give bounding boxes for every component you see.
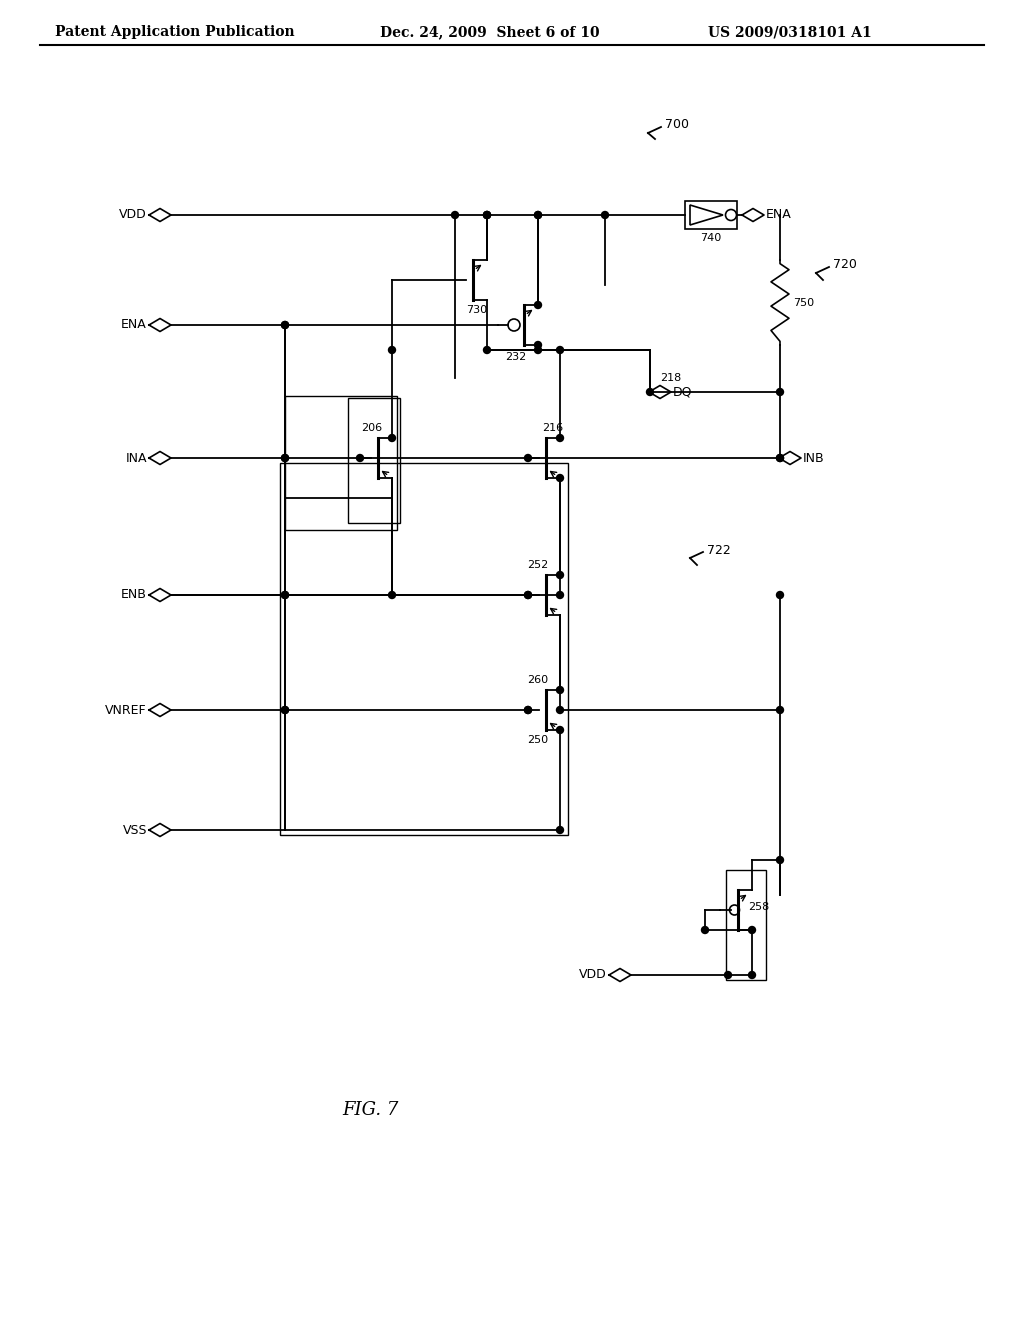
Circle shape (535, 346, 542, 354)
Bar (348, 399, 400, 523)
Circle shape (556, 474, 563, 482)
Circle shape (776, 857, 783, 863)
Circle shape (725, 972, 731, 978)
Text: 250: 250 (527, 735, 549, 744)
Bar (280, 463, 568, 836)
Circle shape (556, 726, 563, 734)
Bar (285, 396, 397, 531)
Bar (726, 870, 766, 979)
Circle shape (524, 706, 531, 714)
Text: 252: 252 (527, 560, 549, 570)
Text: 700: 700 (665, 119, 689, 132)
Circle shape (701, 927, 709, 933)
Text: ENA: ENA (121, 318, 147, 331)
Circle shape (776, 454, 783, 462)
Text: 722: 722 (707, 544, 731, 557)
Text: VSS: VSS (123, 824, 147, 837)
Circle shape (776, 454, 783, 462)
Circle shape (388, 434, 395, 441)
Circle shape (776, 591, 783, 598)
Circle shape (483, 346, 490, 354)
Circle shape (483, 211, 490, 219)
Text: ENB: ENB (121, 589, 147, 602)
Text: Patent Application Publication: Patent Application Publication (55, 25, 295, 40)
Circle shape (388, 346, 395, 354)
Circle shape (535, 211, 542, 219)
Circle shape (535, 342, 542, 348)
Text: DQ: DQ (673, 385, 692, 399)
Text: 206: 206 (361, 422, 383, 433)
Circle shape (452, 211, 459, 219)
Circle shape (749, 927, 756, 933)
Circle shape (524, 706, 531, 714)
Circle shape (776, 388, 783, 396)
Circle shape (556, 706, 563, 714)
Circle shape (282, 706, 289, 714)
Circle shape (356, 454, 364, 462)
Circle shape (556, 591, 563, 598)
Circle shape (556, 572, 563, 578)
Text: FIG. 7: FIG. 7 (342, 1101, 398, 1119)
Circle shape (282, 322, 289, 329)
Text: VDD: VDD (580, 969, 607, 982)
Circle shape (776, 706, 783, 714)
Text: Dec. 24, 2009  Sheet 6 of 10: Dec. 24, 2009 Sheet 6 of 10 (380, 25, 600, 40)
Circle shape (524, 591, 531, 598)
Circle shape (556, 434, 563, 441)
Text: 750: 750 (793, 297, 814, 308)
Circle shape (282, 591, 289, 598)
Circle shape (535, 211, 542, 219)
Text: INA: INA (126, 451, 147, 465)
Text: 740: 740 (700, 234, 722, 243)
Bar (685, 201, 737, 228)
Circle shape (524, 591, 531, 598)
Text: 260: 260 (527, 675, 549, 685)
Circle shape (646, 388, 653, 396)
Text: VDD: VDD (119, 209, 147, 222)
Text: 216: 216 (542, 422, 563, 433)
Circle shape (749, 972, 756, 978)
Text: US 2009/0318101 A1: US 2009/0318101 A1 (709, 25, 871, 40)
Circle shape (556, 346, 563, 354)
Text: 218: 218 (660, 374, 681, 383)
Circle shape (601, 211, 608, 219)
Circle shape (556, 826, 563, 833)
Circle shape (535, 301, 542, 309)
Circle shape (282, 454, 289, 462)
Circle shape (282, 591, 289, 598)
Circle shape (556, 686, 563, 693)
Circle shape (282, 706, 289, 714)
Text: 730: 730 (467, 305, 487, 315)
Text: 258: 258 (748, 902, 769, 912)
Text: VNREF: VNREF (105, 704, 147, 717)
Circle shape (524, 454, 531, 462)
Text: INB: INB (803, 451, 824, 465)
Circle shape (388, 591, 395, 598)
Circle shape (483, 211, 490, 219)
Text: ENA: ENA (766, 209, 792, 222)
Text: 232: 232 (506, 352, 526, 362)
Circle shape (483, 211, 490, 219)
Text: 720: 720 (833, 259, 857, 272)
Circle shape (282, 322, 289, 329)
Circle shape (282, 454, 289, 462)
